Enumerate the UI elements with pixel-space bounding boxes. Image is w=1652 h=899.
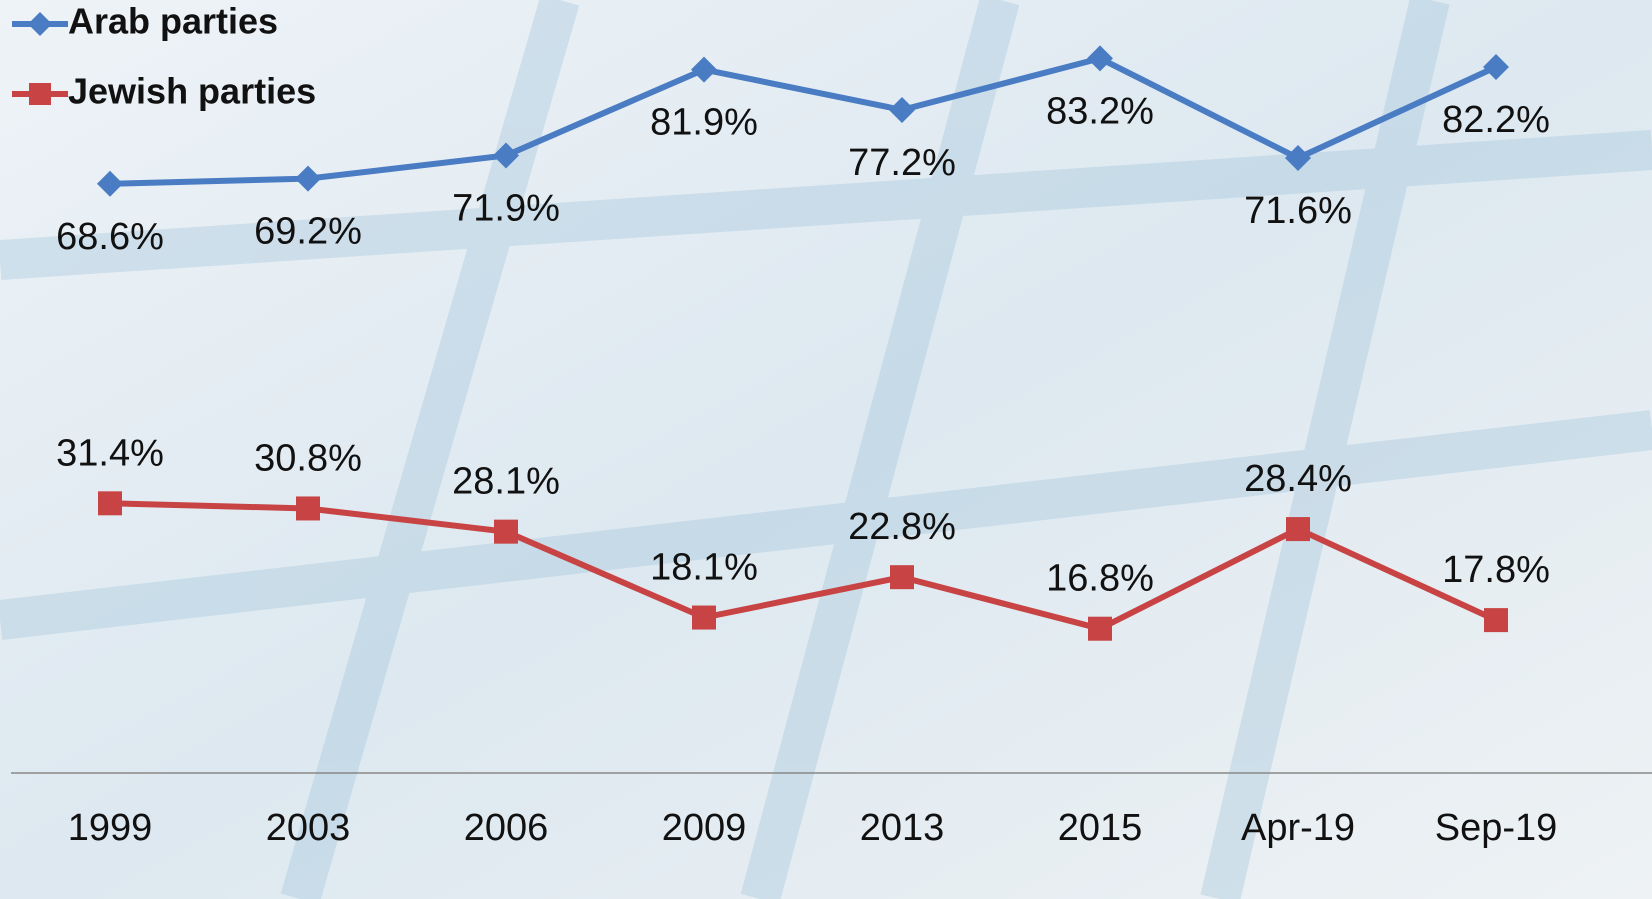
legend-marker — [28, 12, 52, 36]
series-line — [109, 55, 1498, 187]
marker — [1285, 145, 1311, 172]
data-label: 28.4% — [1244, 458, 1352, 500]
data-label: 81.9% — [650, 102, 758, 144]
legend-marker — [29, 83, 51, 105]
legend-label: Arab parties — [68, 1, 278, 42]
marker — [692, 605, 716, 630]
marker — [1087, 45, 1113, 72]
x-tick-label: 2009 — [662, 807, 747, 849]
series-line — [109, 500, 1498, 632]
legend-label: Jewish parties — [68, 71, 316, 112]
x-tick-label: 2003 — [266, 807, 351, 849]
marker — [97, 170, 123, 197]
marker — [1088, 616, 1112, 641]
data-label: 68.6% — [56, 216, 164, 258]
data-label: 30.8% — [254, 437, 362, 479]
data-label: 71.6% — [1244, 190, 1352, 232]
marker — [1483, 53, 1509, 80]
data-label: 69.2% — [254, 211, 362, 253]
marker — [494, 519, 518, 544]
marker — [890, 565, 914, 590]
data-label: 82.2% — [1442, 99, 1550, 141]
x-tick-label: 2006 — [464, 807, 549, 849]
marker — [295, 165, 321, 192]
marker — [296, 496, 320, 521]
data-label: 77.2% — [848, 142, 956, 184]
data-label: 17.8% — [1442, 549, 1550, 591]
x-tick-label: Apr-19 — [1241, 807, 1355, 849]
data-label: 83.2% — [1046, 90, 1154, 132]
data-label: 16.8% — [1046, 558, 1154, 600]
x-tick-label: 1999 — [68, 807, 153, 849]
data-label: 28.1% — [452, 461, 560, 503]
marker — [1484, 608, 1508, 633]
data-label: 18.1% — [650, 547, 758, 589]
x-tick-label: Sep-19 — [1435, 807, 1558, 849]
data-label: 22.8% — [848, 506, 956, 548]
data-label: 31.4% — [56, 432, 164, 474]
x-tick-label: 2015 — [1058, 807, 1143, 849]
marker — [493, 142, 519, 169]
marker — [98, 491, 122, 516]
marker — [1286, 517, 1310, 542]
data-label: 71.9% — [452, 187, 560, 229]
marker — [691, 56, 717, 83]
x-tick-label: 2013 — [860, 807, 945, 849]
marker — [889, 96, 915, 123]
